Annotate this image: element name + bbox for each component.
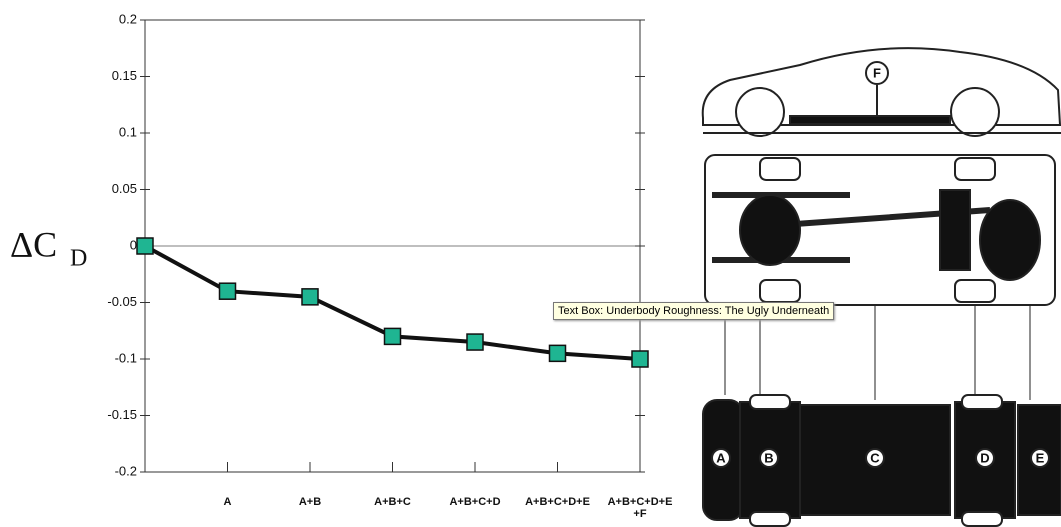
diagram-label: B [764,450,773,465]
y-tick-label: 0.05 [112,181,137,196]
data-marker [632,351,648,367]
y-tick-label: 0.1 [119,124,137,139]
diagram-label: C [870,450,880,465]
y-axis-label-sub: D [70,246,87,272]
x-tick-label: A+B+C+D [440,496,510,508]
data-marker [467,334,483,350]
data-marker [550,345,566,361]
y-axis-label: ΔC [10,224,57,264]
tooltip: Text Box: Underbody Roughness: The Ugly … [553,302,834,320]
diagram-label: D [980,450,989,465]
diagram-label: F [873,65,881,80]
y-tick-label: -0.2 [115,463,137,478]
y-tick-label: 0.2 [119,11,137,26]
y-tick-label: -0.05 [107,294,137,309]
chart: ΔC D F A B C D E -0.2 -0.15 -0.1 -0.05 0 0.05… [0,0,1061,527]
y-tick-label: 0 [130,237,137,252]
page: ΔC D F A B C D E -0.2 -0.15 -0.1 -0.05 0 0.05… [0,0,1061,527]
y-tick-label: -0.15 [107,407,137,422]
y-tick-label: 0.15 [112,68,137,83]
x-tick-label: A [193,496,263,508]
y-tick-label: -0.1 [115,350,137,365]
data-marker [385,328,401,344]
x-tick-label: A+B+C+D+E+F [605,496,675,520]
car-diagram [703,48,1061,526]
diagram-label: A [716,450,726,465]
x-tick-label: A+B [275,496,345,508]
x-tick-label: A+B+C [358,496,428,508]
data-marker [220,283,236,299]
x-tick-label: A+B+C+D+E [523,496,593,508]
data-marker [302,289,318,305]
data-marker [137,238,153,254]
diagram-label: E [1036,450,1045,465]
